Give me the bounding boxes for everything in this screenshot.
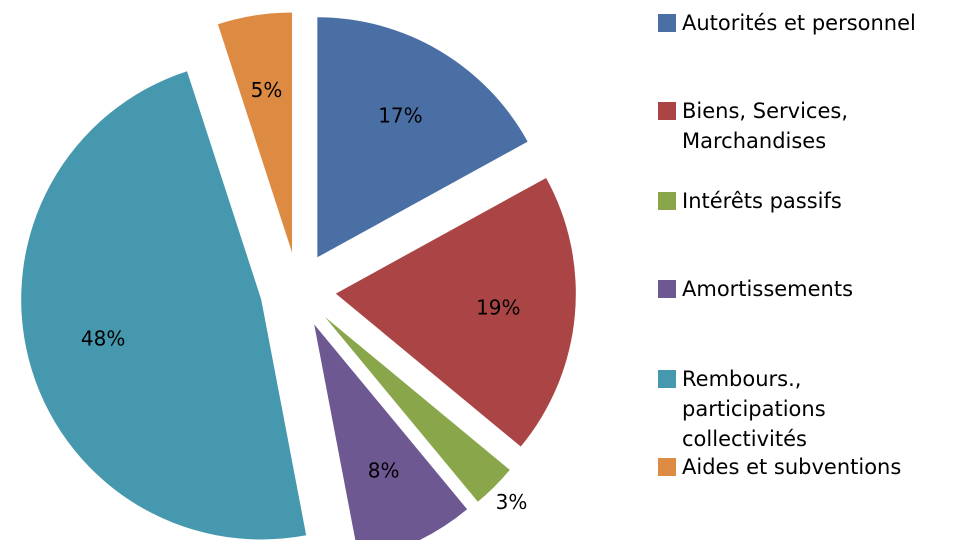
data-label: 48% — [81, 327, 125, 351]
legend-swatch — [658, 370, 676, 388]
pie-slice — [314, 324, 468, 540]
legend-label: Rembours., participations collectivités — [682, 367, 826, 451]
legend-label: Biens, Services, Marchandises — [682, 99, 848, 153]
pie-slice — [324, 316, 510, 502]
legend-item: Rembours., participations collectivités — [658, 364, 948, 454]
legend-item: Amortissements — [658, 274, 948, 304]
pie-slice — [217, 12, 293, 253]
legend-swatch — [658, 102, 676, 120]
data-label: 3% — [496, 490, 528, 514]
legend-label: Autorités et personnel — [682, 11, 916, 35]
pie-slice — [317, 17, 528, 258]
legend-swatch — [658, 280, 676, 298]
data-label: 5% — [251, 78, 283, 102]
legend-item: Intérêts passifs — [658, 186, 948, 216]
pie-slice — [21, 71, 307, 540]
legend-swatch — [658, 14, 676, 32]
pie-area: 17%19%3%8%48%5%0% — [21, 12, 576, 540]
legend-label: Amortissements — [682, 277, 854, 301]
legend-item: Aides et subventions — [658, 452, 948, 482]
data-label: 19% — [476, 295, 520, 319]
data-label: 17% — [378, 103, 422, 127]
legend-label: Intérêts passifs — [682, 189, 842, 213]
legend-swatch — [658, 192, 676, 210]
legend-item: Autorités et personnel — [658, 8, 948, 38]
pie-slice — [335, 177, 576, 447]
legend-item: Biens, Services, Marchandises — [658, 96, 948, 156]
legend-swatch — [658, 458, 676, 476]
legend-label: Aides et subventions — [682, 455, 902, 479]
data-label: 8% — [368, 459, 400, 483]
